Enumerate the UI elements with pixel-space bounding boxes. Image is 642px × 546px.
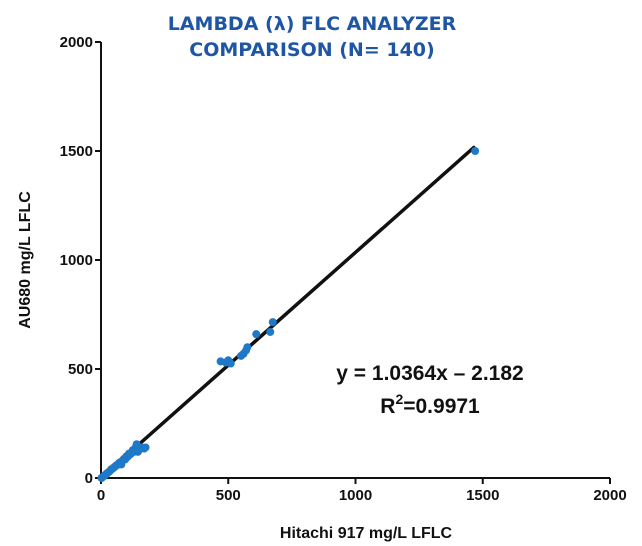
trendline xyxy=(99,145,476,480)
r-squared-label: R2=0.9971 xyxy=(380,391,480,418)
data-point xyxy=(268,318,277,327)
x-tick-label: 2000 xyxy=(593,487,626,504)
chart-title-line-2: COMPARISON (N= 140) xyxy=(189,39,434,61)
data-point xyxy=(226,359,235,368)
x-axis-ticks: 0 500 1000 1500 2000 xyxy=(97,478,627,504)
r-squared-superscript: 2 xyxy=(395,391,403,407)
chart-title-line-1: LAMBDA (λ) FLC ANALYZER xyxy=(168,13,457,35)
data-point xyxy=(243,343,252,352)
data-point xyxy=(471,147,480,155)
y-axis-ticks: 0 500 1000 1500 2000 xyxy=(60,34,101,487)
x-tick-label: 1000 xyxy=(339,487,372,504)
y-tick-label: 0 xyxy=(85,470,93,487)
data-point xyxy=(266,327,275,336)
data-point xyxy=(141,443,150,452)
data-points xyxy=(97,147,480,482)
y-axis-label: AU680 mg/L LFLC xyxy=(17,191,34,329)
r-squared-value: =0.9971 xyxy=(403,395,480,418)
x-tick-label: 1500 xyxy=(466,487,499,504)
r-squared-prefix: R xyxy=(380,395,395,418)
y-tick-label: 500 xyxy=(68,361,93,378)
y-tick-label: 1000 xyxy=(60,252,93,269)
data-point xyxy=(132,440,141,449)
x-tick-label: 500 xyxy=(216,487,241,504)
y-tick-label: 2000 xyxy=(60,34,93,51)
data-point xyxy=(252,330,261,339)
regression-equation: y = 1.0364x – 2.182 xyxy=(336,362,523,385)
y-tick-label: 1500 xyxy=(60,143,93,160)
x-axis-label: Hitachi 917 mg/L LFLC xyxy=(280,525,453,542)
x-tick-label: 0 xyxy=(97,487,105,504)
chart-title: LAMBDA (λ) FLC ANALYZER COMPARISON (N= 1… xyxy=(168,13,457,61)
